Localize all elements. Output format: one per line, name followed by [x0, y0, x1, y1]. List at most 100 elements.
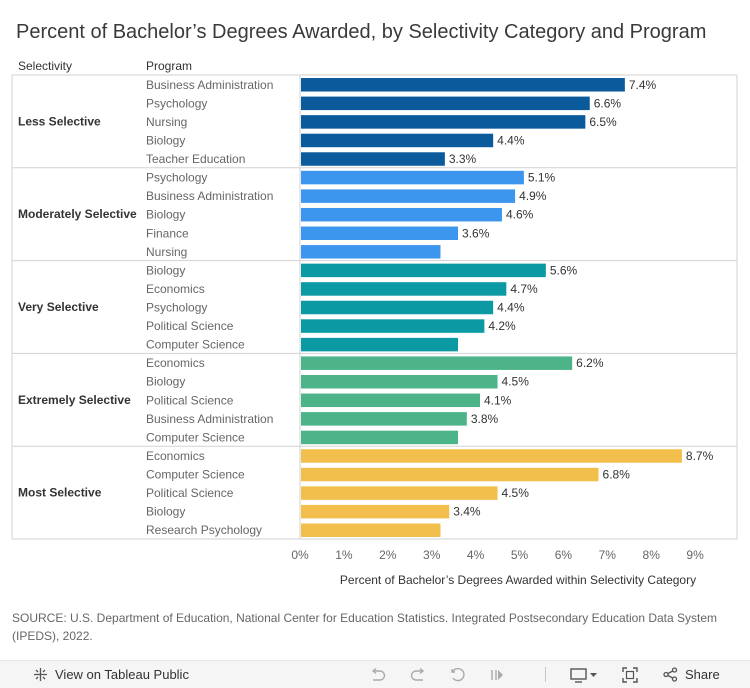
selectivity-label: Moderately Selective	[18, 207, 137, 221]
x-tick-label: 6%	[555, 548, 573, 562]
bar-value-label: 4.7%	[510, 282, 538, 296]
program-label: Political Science	[146, 319, 234, 333]
bar	[301, 430, 459, 445]
download-icon	[570, 667, 597, 683]
fullscreen-icon	[622, 666, 638, 683]
program-label: Economics	[146, 356, 205, 370]
selectivity-label: Very Selective	[18, 300, 99, 314]
undo-button[interactable]	[369, 661, 387, 688]
bar-value-label: 4.5%	[502, 375, 530, 389]
bar	[301, 152, 445, 166]
program-label: Teacher Education	[146, 152, 245, 166]
x-tick-label: 7%	[599, 548, 617, 562]
bar	[301, 96, 590, 111]
bar-value-label: 4.6%	[506, 208, 534, 222]
x-tick-label: 2%	[379, 548, 397, 562]
bar-value-label: 4.9%	[519, 189, 547, 203]
program-label: Biology	[146, 133, 185, 147]
bar-value-label: 3.3%	[449, 152, 477, 166]
program-label: Finance	[146, 226, 189, 240]
bar-value-label: 6.5%	[589, 115, 617, 129]
bar-value-label: 3.4%	[453, 505, 481, 519]
chart-title: Percent of Bachelor’s Degrees Awarded, b…	[16, 21, 707, 43]
program-label: Biology	[146, 505, 185, 519]
bar	[301, 133, 494, 148]
program-label: Nursing	[146, 245, 187, 259]
bar-value-label: 6.2%	[576, 356, 604, 370]
pause-icon	[491, 669, 503, 680]
bar-value-label: 4.2%	[488, 319, 516, 333]
bar	[301, 170, 524, 185]
program-label: Psychology	[146, 301, 207, 315]
selectivity-label: Extremely Selective	[18, 393, 131, 407]
bar-value-label: 3.6%	[462, 226, 490, 240]
revert-icon	[451, 667, 465, 681]
source-note: SOURCE: U.S. Department of Education, Na…	[12, 611, 718, 643]
program-label: Biology	[146, 208, 185, 222]
x-tick-label: 8%	[643, 548, 661, 562]
bar-value-label: 4.4%	[497, 133, 525, 147]
program-label: Computer Science	[146, 430, 245, 444]
bar	[301, 245, 441, 259]
view-on-tableau-label: View on Tableau Public	[55, 667, 189, 682]
bar	[301, 412, 467, 426]
x-axis-title: Percent of Bachelor’s Degrees Awarded wi…	[340, 573, 696, 587]
share-icon	[663, 667, 678, 682]
bar	[301, 467, 599, 482]
bar	[301, 115, 586, 129]
share-button[interactable]: Share	[663, 661, 720, 688]
bar	[301, 337, 459, 352]
bar-value-label: 4.5%	[502, 486, 530, 500]
bar-chart: Selectivity Program Less Selective Busine…	[11, 59, 738, 587]
x-tick-label: 9%	[686, 548, 704, 562]
program-label: Economics	[146, 282, 205, 296]
redo-icon	[410, 667, 425, 681]
x-tick-label: 3%	[423, 548, 441, 562]
fullscreen-button[interactable]	[622, 661, 638, 688]
bar	[301, 78, 625, 92]
x-tick-label: 1%	[335, 548, 353, 562]
bar	[301, 207, 502, 222]
x-tick-label: 0%	[291, 548, 309, 562]
program-label: Psychology	[146, 96, 207, 110]
program-label: Biology	[146, 375, 185, 389]
revert-button[interactable]	[449, 661, 467, 688]
program-label: Computer Science	[146, 468, 245, 482]
program-label: Psychology	[146, 171, 207, 185]
bar	[301, 300, 494, 315]
program-label: Research Psychology	[146, 523, 262, 537]
tableau-toolbar: View on Tableau Public	[0, 660, 750, 688]
tableau-icon	[34, 668, 47, 681]
selectivity-label: Less Selective	[18, 114, 101, 128]
program-label: Business Administration	[146, 412, 273, 426]
bar-value-label: 3.8%	[471, 412, 499, 426]
bar-value-label: 4.1%	[484, 393, 512, 407]
bar	[301, 523, 441, 537]
bar	[301, 263, 546, 278]
bar-value-label: 7.4%	[629, 78, 657, 92]
bar	[301, 226, 459, 241]
program-label: Political Science	[146, 486, 234, 500]
x-tick-label: 4%	[467, 548, 485, 562]
bar-value-label: 6.6%	[594, 96, 622, 110]
toolbar-divider	[545, 667, 546, 682]
bar	[301, 374, 498, 389]
program-label: Business Administration	[146, 189, 273, 203]
program-label: Political Science	[146, 393, 234, 407]
bar	[301, 189, 516, 203]
program-label: Biology	[146, 263, 185, 277]
program-label: Computer Science	[146, 338, 245, 352]
bar	[301, 449, 682, 463]
bar	[301, 356, 573, 370]
bar	[301, 319, 485, 333]
share-label: Share	[685, 667, 720, 682]
bar-value-label: 4.4%	[497, 301, 525, 315]
column-header-program: Program	[146, 59, 192, 73]
selectivity-label: Most Selective	[18, 486, 102, 500]
pause-button[interactable]	[489, 661, 505, 688]
undo-icon	[371, 667, 386, 681]
download-button[interactable]	[570, 661, 598, 688]
view-on-tableau-link[interactable]: View on Tableau Public	[33, 661, 189, 688]
bar	[301, 282, 507, 296]
redo-button[interactable]	[409, 661, 427, 688]
